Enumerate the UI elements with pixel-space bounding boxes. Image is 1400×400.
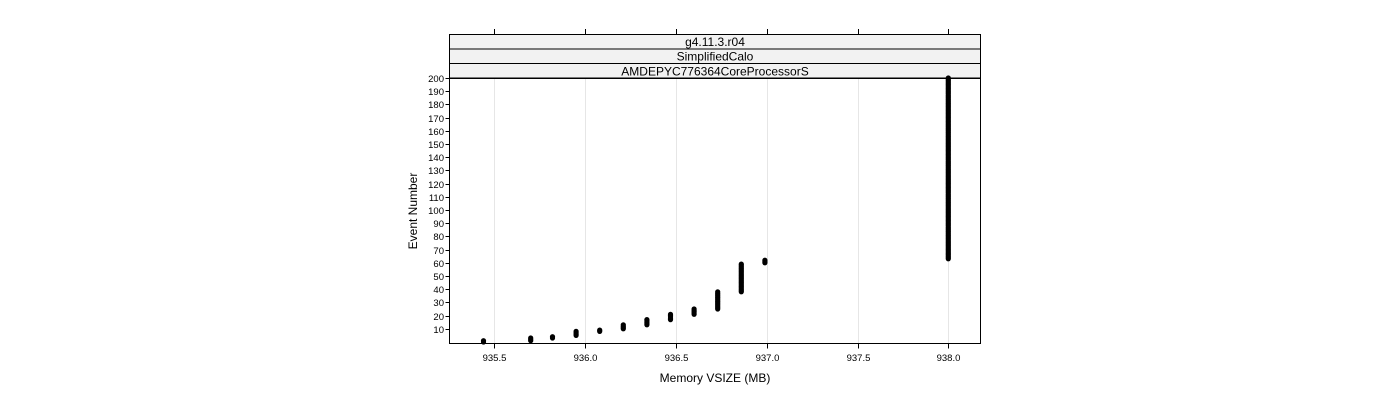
x-tick-label: 937.0 xyxy=(756,353,780,364)
data-point xyxy=(597,327,603,333)
y-tick-label: 80 xyxy=(433,232,444,243)
y-axis-title: Event Number xyxy=(406,173,420,250)
x-axis-title: Memory VSIZE (MB) xyxy=(660,371,771,385)
y-tick-label: 130 xyxy=(428,166,444,177)
y-tick-label: 100 xyxy=(428,206,444,217)
data-point xyxy=(549,334,556,340)
y-tick-label: 200 xyxy=(428,74,444,85)
data-point xyxy=(667,311,674,317)
strip-1: g4.11.3.r04 xyxy=(449,34,981,50)
x-tick-label: 936.5 xyxy=(665,353,689,364)
x-tick-label: 938.0 xyxy=(937,353,961,364)
y-tick-label: 170 xyxy=(428,114,444,125)
data-point xyxy=(620,322,626,328)
data-point xyxy=(644,317,650,323)
x-tick-label: 935.5 xyxy=(483,353,507,364)
data-point xyxy=(945,75,951,81)
data-points xyxy=(480,75,951,345)
y-tick-label: 140 xyxy=(428,153,444,164)
strip-2: SimplifiedCalo xyxy=(449,48,981,64)
y-tick-label: 150 xyxy=(428,140,444,151)
y-tick-label: 60 xyxy=(433,259,444,270)
y-tick-label: 70 xyxy=(433,246,444,257)
data-point xyxy=(573,328,579,334)
data-point xyxy=(480,338,487,344)
y-tick-label: 90 xyxy=(433,219,444,230)
y-tick-label: 190 xyxy=(428,87,444,98)
y-tick-label: 180 xyxy=(428,100,444,111)
y-tick-label: 120 xyxy=(428,180,444,191)
y-tick-label: 10 xyxy=(433,325,444,336)
y-tick-label: 30 xyxy=(433,298,444,309)
plot-panel xyxy=(449,78,981,344)
y-tick-label: 110 xyxy=(429,193,444,204)
data-point xyxy=(715,289,721,295)
strip-1-label: g4.11.3.r04 xyxy=(685,35,745,49)
y-tick-label: 50 xyxy=(433,272,444,283)
x-tick-label: 937.5 xyxy=(847,353,871,364)
strip-3-label: AMDEPYC776364CoreProcessorS xyxy=(621,65,808,79)
x-tick-label: 936.0 xyxy=(574,353,598,364)
data-point xyxy=(691,306,697,312)
grid-lines xyxy=(494,78,949,344)
top-axis-ticks xyxy=(494,29,949,35)
y-axis: 10 20 30 40 50 60 70 80 90 100 110 120 130 140 150 160 1… xyxy=(428,74,450,336)
data-point xyxy=(738,261,744,267)
data-point xyxy=(528,335,534,341)
data-point xyxy=(762,257,768,263)
y-tick-label: 160 xyxy=(428,127,444,138)
strip-3: AMDEPYC776364CoreProcessorS xyxy=(449,63,981,79)
strip-2-label: SimplifiedCalo xyxy=(677,50,754,64)
y-tick-label: 20 xyxy=(433,312,444,323)
y-tick-label: 40 xyxy=(433,285,444,296)
x-axis: 935.5 936.0 936.5 937.0 937.5 938.0 xyxy=(483,343,961,364)
